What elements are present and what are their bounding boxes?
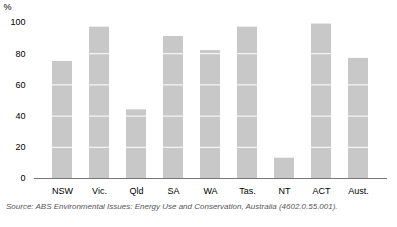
svg-text:40: 40 [15,111,25,121]
svg-text:Aust.: Aust. [348,186,369,196]
svg-text:20: 20 [15,142,25,152]
svg-text:100: 100 [10,17,25,27]
svg-text:Tas.: Tas. [239,186,256,196]
svg-text:Qld: Qld [129,186,143,196]
svg-text:NSW: NSW [52,186,74,196]
svg-text:WA: WA [203,186,217,196]
svg-text:%: % [4,2,12,12]
svg-text:Vic.: Vic. [92,186,107,196]
html-text:Source: ABS Environmental Issu: Source: ABS Environmental Issues: Energy… [6,202,338,211]
svg-text:SA: SA [167,186,179,196]
svg-text:80: 80 [15,49,25,59]
svg-text:0: 0 [20,173,25,183]
svg-text:ACT: ACT [313,186,332,196]
svg-text:NT: NT [279,186,291,196]
svg-text:60: 60 [15,80,25,90]
